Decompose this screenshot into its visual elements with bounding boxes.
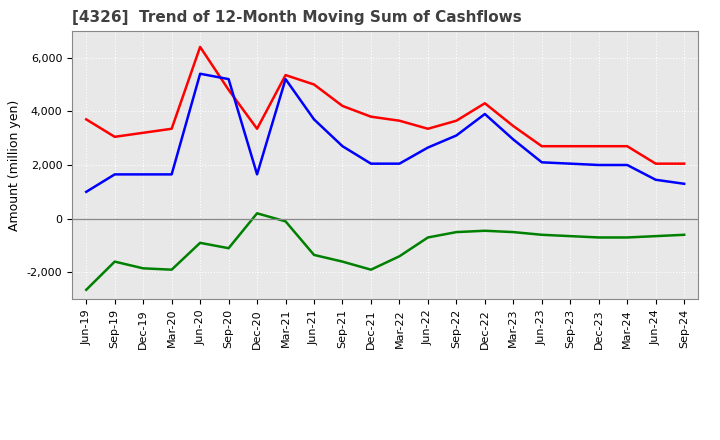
- Investing Cashflow: [480, 228, 489, 233]
- Investing Cashflow: [225, 246, 233, 251]
- Investing Cashflow: [537, 232, 546, 238]
- Free Cashflow: [680, 181, 688, 187]
- Operating Cashflow: [139, 130, 148, 136]
- Free Cashflow: [225, 77, 233, 82]
- Text: [4326]  Trend of 12-Month Moving Sum of Cashflows: [4326] Trend of 12-Month Moving Sum of C…: [72, 11, 522, 26]
- Investing Cashflow: [139, 266, 148, 271]
- Free Cashflow: [566, 161, 575, 166]
- Free Cashflow: [338, 143, 347, 149]
- Operating Cashflow: [366, 114, 375, 119]
- Free Cashflow: [82, 189, 91, 194]
- Operating Cashflow: [282, 73, 290, 78]
- Free Cashflow: [537, 160, 546, 165]
- Investing Cashflow: [509, 230, 518, 235]
- Free Cashflow: [395, 161, 404, 166]
- Operating Cashflow: [452, 118, 461, 123]
- Free Cashflow: [196, 71, 204, 77]
- Investing Cashflow: [282, 219, 290, 224]
- Operating Cashflow: [680, 161, 688, 166]
- Investing Cashflow: [82, 287, 91, 293]
- Operating Cashflow: [566, 143, 575, 149]
- Line: Investing Cashflow: Investing Cashflow: [86, 213, 684, 290]
- Operating Cashflow: [537, 143, 546, 149]
- Free Cashflow: [480, 111, 489, 117]
- Investing Cashflow: [423, 235, 432, 240]
- Investing Cashflow: [366, 267, 375, 272]
- Free Cashflow: [110, 172, 119, 177]
- Line: Operating Cashflow: Operating Cashflow: [86, 47, 684, 164]
- Free Cashflow: [310, 117, 318, 122]
- Investing Cashflow: [566, 234, 575, 239]
- Operating Cashflow: [196, 44, 204, 50]
- Free Cashflow: [167, 172, 176, 177]
- Free Cashflow: [652, 177, 660, 183]
- Investing Cashflow: [623, 235, 631, 240]
- Investing Cashflow: [110, 259, 119, 264]
- Investing Cashflow: [395, 253, 404, 259]
- Free Cashflow: [595, 162, 603, 168]
- Investing Cashflow: [680, 232, 688, 238]
- Investing Cashflow: [253, 211, 261, 216]
- Operating Cashflow: [338, 103, 347, 109]
- Free Cashflow: [509, 137, 518, 142]
- Operating Cashflow: [623, 143, 631, 149]
- Operating Cashflow: [595, 143, 603, 149]
- Operating Cashflow: [652, 161, 660, 166]
- Free Cashflow: [366, 161, 375, 166]
- Operating Cashflow: [480, 101, 489, 106]
- Free Cashflow: [282, 77, 290, 82]
- Free Cashflow: [423, 145, 432, 150]
- Operating Cashflow: [167, 126, 176, 132]
- Free Cashflow: [139, 172, 148, 177]
- Operating Cashflow: [423, 126, 432, 132]
- Investing Cashflow: [338, 259, 347, 264]
- Operating Cashflow: [395, 118, 404, 123]
- Operating Cashflow: [82, 117, 91, 122]
- Operating Cashflow: [310, 82, 318, 87]
- Free Cashflow: [452, 133, 461, 138]
- Free Cashflow: [253, 172, 261, 177]
- Operating Cashflow: [110, 134, 119, 139]
- Operating Cashflow: [225, 87, 233, 92]
- Free Cashflow: [623, 162, 631, 168]
- Operating Cashflow: [253, 126, 261, 132]
- Investing Cashflow: [167, 267, 176, 272]
- Investing Cashflow: [310, 252, 318, 257]
- Investing Cashflow: [196, 240, 204, 246]
- Line: Free Cashflow: Free Cashflow: [86, 74, 684, 192]
- Investing Cashflow: [452, 230, 461, 235]
- Y-axis label: Amount (million yen): Amount (million yen): [8, 99, 21, 231]
- Operating Cashflow: [509, 124, 518, 129]
- Investing Cashflow: [652, 234, 660, 239]
- Investing Cashflow: [595, 235, 603, 240]
